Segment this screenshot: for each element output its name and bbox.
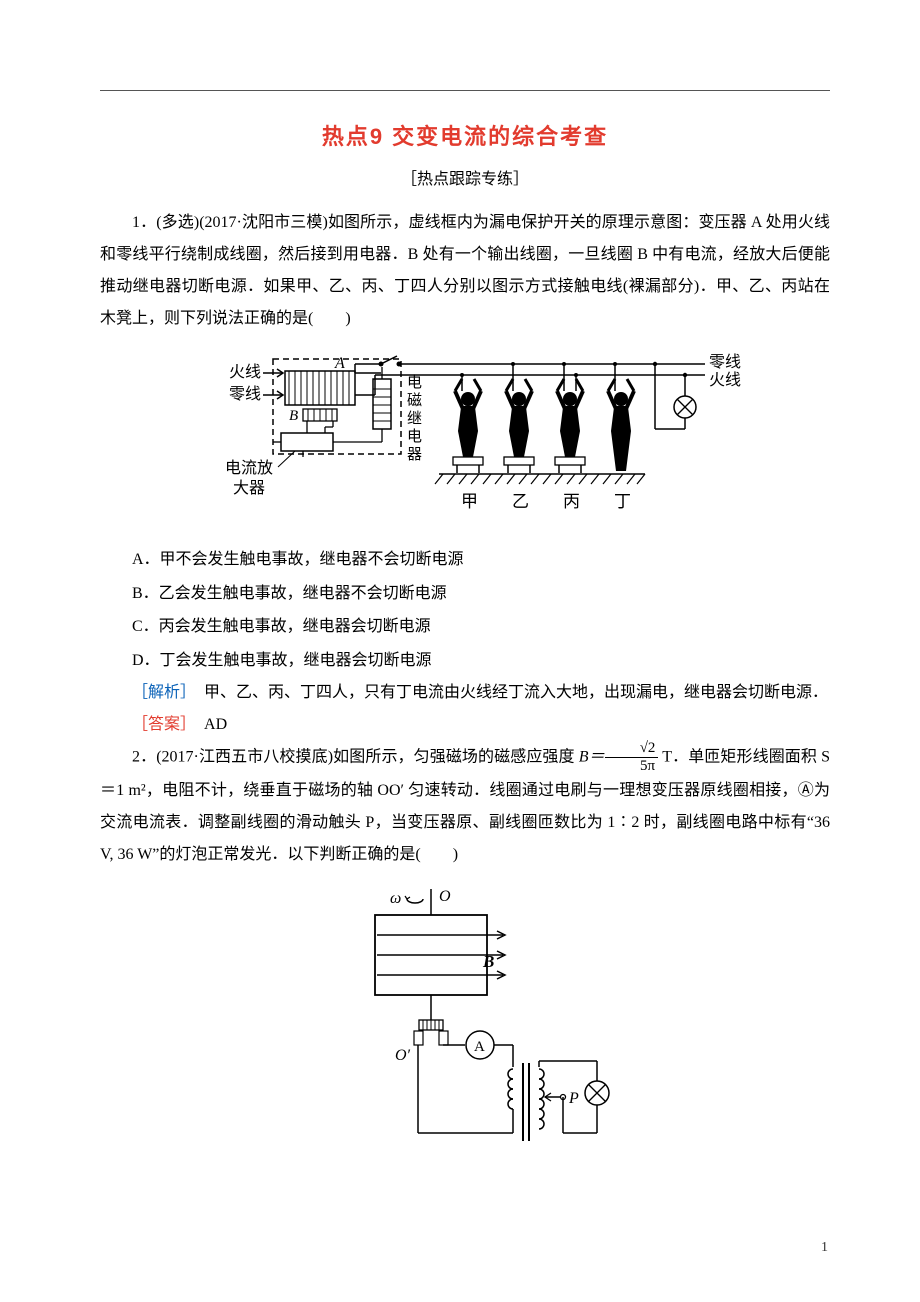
- q2-diagram: ω O B O′ A: [315, 885, 615, 1165]
- q1-option-a: A．甲不会发生触电事故，继电器不会切断电源: [132, 543, 830, 577]
- q1-solution: ［解析］ 甲、乙、丙、丁四人，只有丁电流由火线经丁流入大地，出现漏电，继电器会切…: [100, 677, 830, 709]
- q2-text-2: 单匝矩形线圈面积 S＝1 m²，电阻不计，绕垂直于磁场的轴 OO′ 匀速转动．线…: [100, 749, 830, 863]
- label-amp-1: 电流放: [225, 459, 273, 477]
- label-ding: 丁: [614, 492, 631, 511]
- q1-option-d: D．丁会发生触电事故，继电器会切断电源: [132, 644, 830, 678]
- label-zero-left: 零线: [229, 385, 261, 403]
- label-relay-5: 器: [407, 447, 422, 463]
- q2-text: 2．(2017·江西五市八校摸底)如图所示，匀强磁场的磁感应强度 B＝√25π …: [100, 741, 830, 871]
- label-relay-3: 继: [407, 410, 422, 427]
- label-yi: 乙: [512, 492, 529, 511]
- label-O: O: [439, 888, 451, 905]
- label-zero-right: 零线: [709, 353, 741, 371]
- page-subtitle: ［热点跟踪专练］: [100, 165, 830, 189]
- q1-person-ding: [608, 362, 634, 471]
- q1-person-bing: [555, 362, 585, 473]
- label-jia: 甲: [461, 492, 478, 511]
- label-fire-left: 火线: [229, 363, 261, 381]
- q2-B-eq: B＝: [579, 749, 605, 766]
- q1-options: A．甲不会发生触电事故，继电器不会切断电源 B．乙会发生触电事故，继电器不会切断…: [132, 543, 830, 677]
- q2-text-1: 2．(2017·江西五市八校摸底)如图所示，匀强磁场的磁感应强度: [132, 749, 579, 766]
- q1-person-yi: [504, 362, 534, 473]
- page: 热点9 交变电流的综合考查 ［热点跟踪专练］ 1．(多选)(2017·沈阳市三模…: [0, 0, 920, 1302]
- label-Bfield: B: [482, 952, 494, 971]
- label-omega: ω: [390, 890, 401, 907]
- q1-text: 1．(多选)(2017·沈阳市三模)如图所示，虚线框内为漏电保护开关的原理示意图…: [100, 207, 830, 335]
- label-bing: 丙: [563, 492, 580, 511]
- page-number: 1: [821, 1240, 828, 1256]
- solution-label: ［解析］: [132, 684, 188, 701]
- label-P: P: [568, 1090, 579, 1107]
- q1-option-b: B．乙会发生触电事故，继电器不会切断电源: [132, 577, 830, 611]
- label-amp-2: 大器: [233, 479, 265, 497]
- q1-diagram: 火线 零线 A B 电流放 大器: [185, 349, 745, 529]
- solution-text: 甲、乙、丙、丁四人，只有丁电流由火线经丁流入大地，出现漏电，继电器会切断电源．: [188, 684, 828, 701]
- label-fire-right: 火线: [709, 371, 741, 389]
- label-A: A: [334, 355, 345, 372]
- q1-answer: ［答案］ AD: [100, 709, 830, 741]
- q2-frac-num: √2: [605, 740, 659, 758]
- label-relay-2: 磁: [407, 392, 422, 409]
- label-relay-4: 电: [407, 428, 422, 445]
- page-title: 热点9 交变电流的综合考查: [100, 119, 830, 151]
- q2-unit: T．: [658, 749, 688, 766]
- answer-text: AD: [188, 716, 227, 733]
- answer-label: ［答案］: [132, 716, 188, 733]
- label-relay-1: 电: [407, 374, 422, 391]
- top-rule: [100, 90, 830, 91]
- label-B: B: [289, 408, 298, 424]
- q2-fraction: √25π: [605, 740, 659, 774]
- label-Oprime: O′: [395, 1047, 411, 1064]
- q2-frac-den: 5π: [605, 758, 659, 775]
- label-ammeter: A: [474, 1039, 485, 1055]
- q1-person-jia: [453, 373, 483, 473]
- q1-option-c: C．丙会发生触电事故，继电器会切断电源: [132, 610, 830, 644]
